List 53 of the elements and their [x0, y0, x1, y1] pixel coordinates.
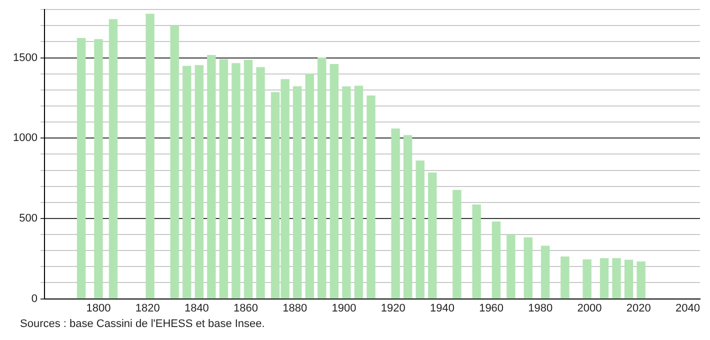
source-note: Sources : base Cassini de l'EHESS et base Insee.	[20, 318, 266, 330]
x-tick-label: 2020	[626, 302, 651, 314]
x-tick-label: 1940	[430, 302, 454, 314]
x-tick-label: 2040	[675, 302, 700, 314]
bar	[636, 262, 646, 299]
x-tick-label: 1840	[184, 302, 209, 314]
bar	[354, 86, 364, 299]
bar	[108, 19, 118, 299]
bar	[492, 222, 501, 299]
y-tick-label: 500	[19, 212, 38, 224]
bar	[452, 190, 462, 299]
bar	[404, 135, 412, 299]
bar	[232, 63, 240, 299]
x-tick-label: 1920	[380, 302, 406, 314]
bar	[244, 60, 253, 299]
bar	[318, 57, 326, 299]
bar	[293, 86, 302, 299]
x-tick-label: 1880	[282, 302, 308, 314]
bar	[342, 86, 351, 299]
x-tick-label: 2000	[577, 302, 602, 314]
bar	[428, 172, 437, 299]
bar	[416, 160, 424, 299]
bar	[600, 258, 609, 299]
bar	[330, 64, 339, 299]
y-tick-label: 1500	[12, 52, 38, 64]
bar	[182, 66, 192, 299]
y-tick-label: 0	[31, 292, 38, 305]
bar	[560, 256, 570, 299]
bar	[76, 38, 86, 299]
x-tick-label: 1800	[86, 302, 111, 314]
bar	[391, 128, 400, 299]
x-tick-label: 1860	[234, 302, 258, 314]
bar	[472, 204, 481, 299]
bar	[146, 14, 154, 299]
y-tick-label: 1000	[12, 132, 38, 144]
bar	[524, 237, 532, 299]
bar	[624, 260, 634, 299]
x-tick-label: 1820	[135, 302, 160, 314]
bar	[207, 55, 216, 299]
x-tick-label: 1960	[479, 302, 504, 314]
bar	[194, 65, 204, 299]
bar	[506, 234, 516, 299]
bar	[219, 59, 228, 299]
x-tick-label: 1900	[332, 302, 356, 314]
bar	[540, 246, 550, 299]
bar	[94, 39, 103, 299]
bar	[582, 259, 592, 299]
x-tick-label: 1980	[528, 302, 553, 314]
bar	[612, 258, 621, 299]
bar	[366, 96, 376, 299]
bar	[170, 26, 179, 299]
bar	[256, 67, 265, 299]
bar	[305, 74, 314, 299]
